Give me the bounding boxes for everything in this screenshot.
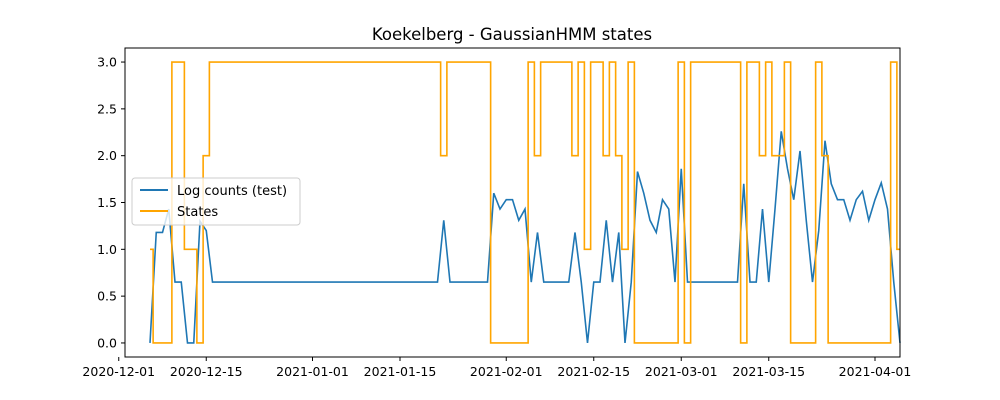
plot-area: 0.0 0.5 1.0 1.5 2.0 2.5 3.0 2020-12-01 2020-12-1…: [82, 47, 912, 379]
legend: Log counts (test) States: [131, 177, 301, 226]
y-tick-label: 1.0: [97, 242, 117, 257]
x-tick-label: 2021-02-01: [470, 364, 543, 379]
legend-box: [131, 177, 301, 226]
chart-title: Koekelberg - GaussianHMM states: [372, 25, 652, 44]
series-line-states: [150, 61, 900, 344]
x-tick-label: 2021-03-15: [732, 364, 805, 379]
legend-label-states: States: [177, 205, 218, 220]
x-tick-label: 2020-12-15: [170, 364, 243, 379]
x-tick-label: 2021-02-15: [557, 364, 630, 379]
y-tick-label: 2.5: [97, 101, 117, 116]
y-tick-label: 1.5: [97, 195, 117, 210]
x-tick-label: 2021-01-01: [276, 364, 349, 379]
x-tick-label: 2021-03-01: [645, 364, 718, 379]
y-tick-label: 3.0: [97, 55, 117, 70]
y-tick-label: 2.0: [97, 148, 117, 163]
y-tick-label: 0.0: [97, 335, 117, 350]
legend-label-log-counts: Log counts (test): [177, 184, 287, 199]
x-tick-label: 2021-04-01: [839, 364, 912, 379]
x-tick-label: 2021-01-15: [364, 364, 437, 379]
y-tick-label: 0.5: [97, 289, 117, 304]
x-tick-label: 2020-12-01: [82, 364, 155, 379]
